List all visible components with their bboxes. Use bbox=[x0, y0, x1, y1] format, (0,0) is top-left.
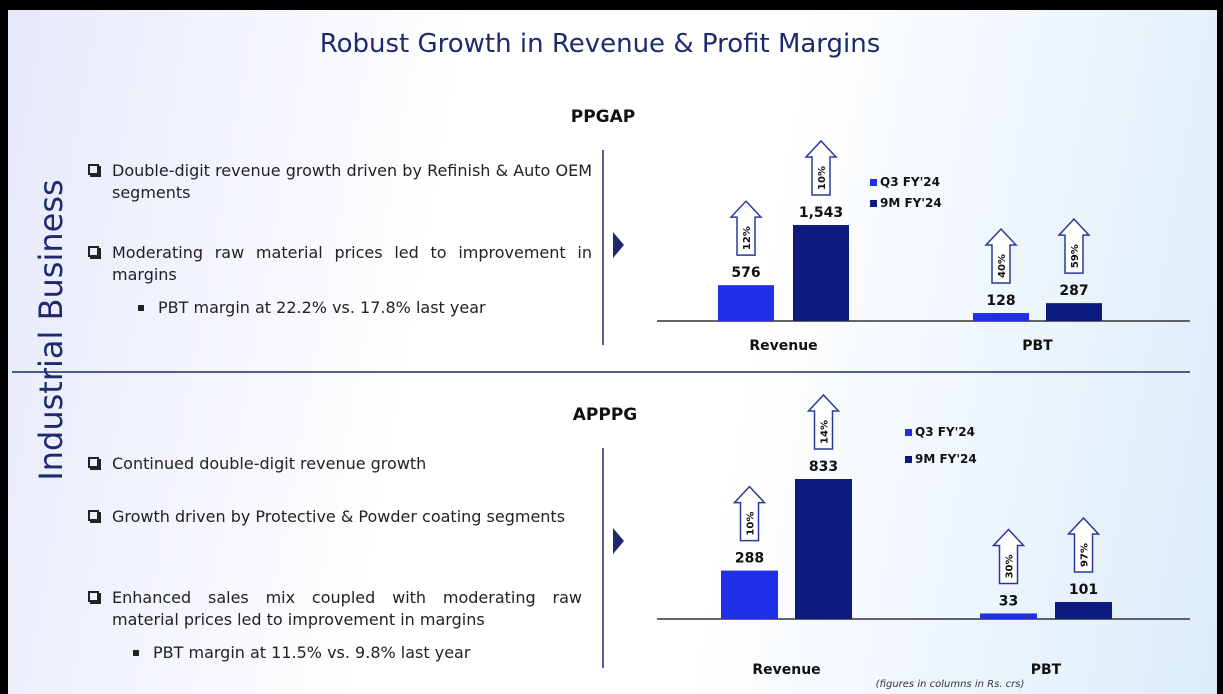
bar bbox=[718, 285, 774, 321]
growth-arrow bbox=[984, 227, 1018, 284]
footnote: (figures in columns in Rs. crs) bbox=[876, 679, 1025, 690]
slide-title: Robust Growth in Revenue & Profit Margin… bbox=[320, 29, 881, 59]
legend-label: 9M FY'24 bbox=[915, 452, 977, 466]
growth-label: 14% bbox=[820, 420, 831, 444]
growth-arrow bbox=[732, 485, 767, 542]
bar bbox=[795, 479, 852, 619]
growth-label: 12% bbox=[742, 226, 753, 250]
x-tick-label: Revenue bbox=[752, 662, 820, 678]
side-label: Industrial Business bbox=[32, 179, 70, 480]
x-tick-label: Revenue bbox=[749, 338, 817, 354]
marker bbox=[613, 232, 624, 258]
bar bbox=[980, 613, 1037, 619]
value-label: 128 bbox=[986, 293, 1015, 309]
value-label: 833 bbox=[809, 459, 838, 475]
growth-label: 59% bbox=[1070, 244, 1081, 268]
bullet: Double-digit revenue growth driven by Re… bbox=[88, 161, 592, 202]
legend-swatch bbox=[870, 179, 877, 186]
sub-bullet: PBT margin at 11.5% vs. 9.8% last year bbox=[132, 643, 471, 662]
x-tick-label: PBT bbox=[1022, 338, 1053, 354]
growth-label: 97% bbox=[1080, 543, 1091, 567]
sub-bullet: PBT margin at 22.2% vs. 17.8% last year bbox=[138, 298, 486, 317]
growth-arrow bbox=[806, 393, 841, 450]
legend-swatch bbox=[905, 429, 912, 436]
growth-label: 30% bbox=[1005, 554, 1016, 578]
marker bbox=[613, 528, 624, 554]
bullet: Continued double-digit revenue growth bbox=[87, 454, 427, 473]
value-label: 288 bbox=[735, 551, 764, 567]
growth-arrow bbox=[804, 139, 838, 196]
x-tick-label: PBT bbox=[1031, 662, 1062, 678]
bar bbox=[973, 313, 1029, 321]
bar bbox=[793, 225, 849, 321]
growth-arrow bbox=[991, 528, 1026, 585]
legend-label: 9M FY'24 bbox=[880, 196, 942, 210]
chart-title: APPPG bbox=[573, 405, 638, 425]
legend-swatch bbox=[870, 200, 877, 207]
value-label: 287 bbox=[1059, 283, 1088, 299]
chart-title: PPGAP bbox=[571, 107, 636, 127]
legend-label: Q3 FY'24 bbox=[880, 175, 940, 189]
growth-arrow bbox=[729, 200, 763, 256]
bar bbox=[1055, 602, 1112, 619]
bar bbox=[721, 570, 778, 619]
bullet: Growth driven by Protective & Powder coa… bbox=[88, 506, 582, 528]
growth-arrow bbox=[1057, 218, 1091, 274]
bullet: Enhanced sales mix coupled with moderati… bbox=[88, 588, 582, 629]
legend-swatch bbox=[905, 456, 912, 463]
growth-label: 40% bbox=[997, 254, 1008, 278]
value-label: 576 bbox=[731, 265, 760, 281]
growth-label: 10% bbox=[817, 166, 828, 190]
value-label: 101 bbox=[1069, 582, 1098, 598]
legend-label: Q3 FY'24 bbox=[915, 425, 975, 439]
value-label: 1,543 bbox=[799, 205, 843, 221]
growth-arrow bbox=[1066, 516, 1101, 573]
growth-label: 10% bbox=[746, 512, 757, 536]
bullet: Moderating raw material prices led to im… bbox=[88, 243, 592, 284]
bar bbox=[1046, 303, 1102, 321]
value-label: 33 bbox=[999, 593, 1018, 609]
